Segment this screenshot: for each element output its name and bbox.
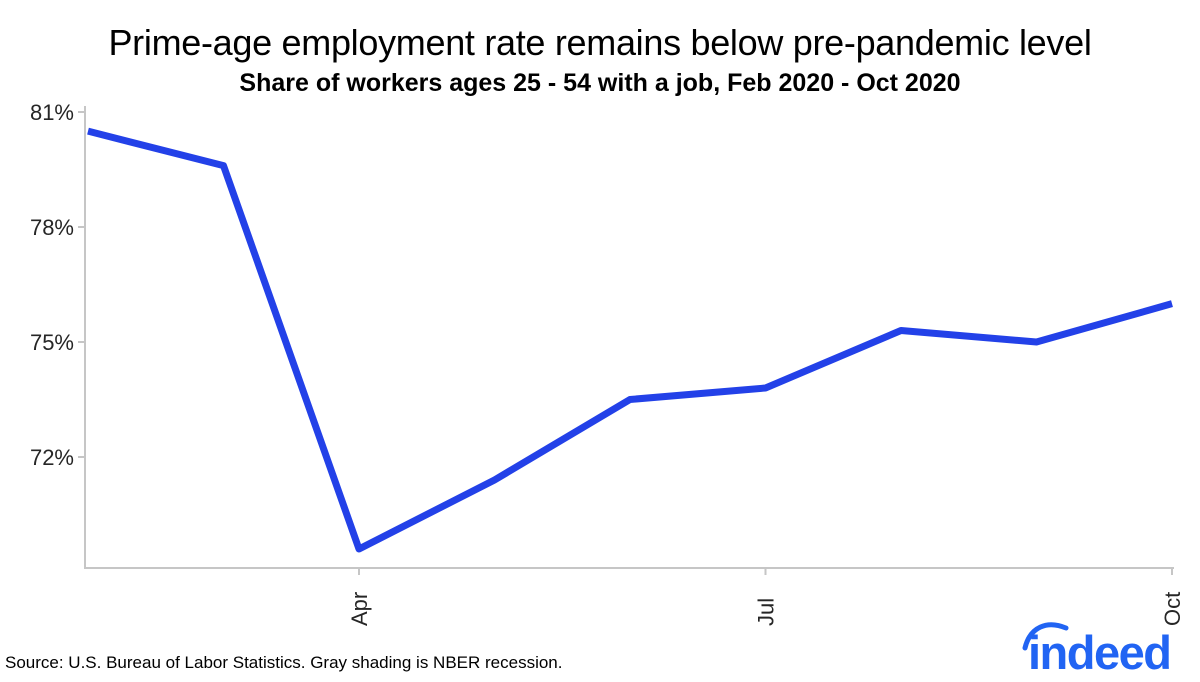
y-axis-label: 72% (30, 445, 74, 470)
indeed-logo-swoosh-icon (1022, 622, 1069, 651)
employment-rate-data-line (87, 127, 1173, 553)
chart-title: Prime-age employment rate remains below … (108, 22, 1092, 63)
y-axis-label: 81% (30, 100, 74, 125)
chart-subtitle: Share of workers ages 25 - 54 with a job… (239, 69, 961, 97)
source-note: Source: U.S. Bureau of Labor Statistics.… (5, 653, 563, 672)
y-axis-label: 78% (30, 215, 74, 240)
x-axis-label: Jul (754, 598, 779, 626)
indeed-logo-text: indeed (1028, 626, 1170, 679)
indeed-logo: indeed (1022, 622, 1172, 679)
x-axis-label: Oct (1160, 592, 1185, 626)
y-axis-label: 75% (30, 330, 74, 355)
x-axis-label: Apr (347, 592, 372, 626)
